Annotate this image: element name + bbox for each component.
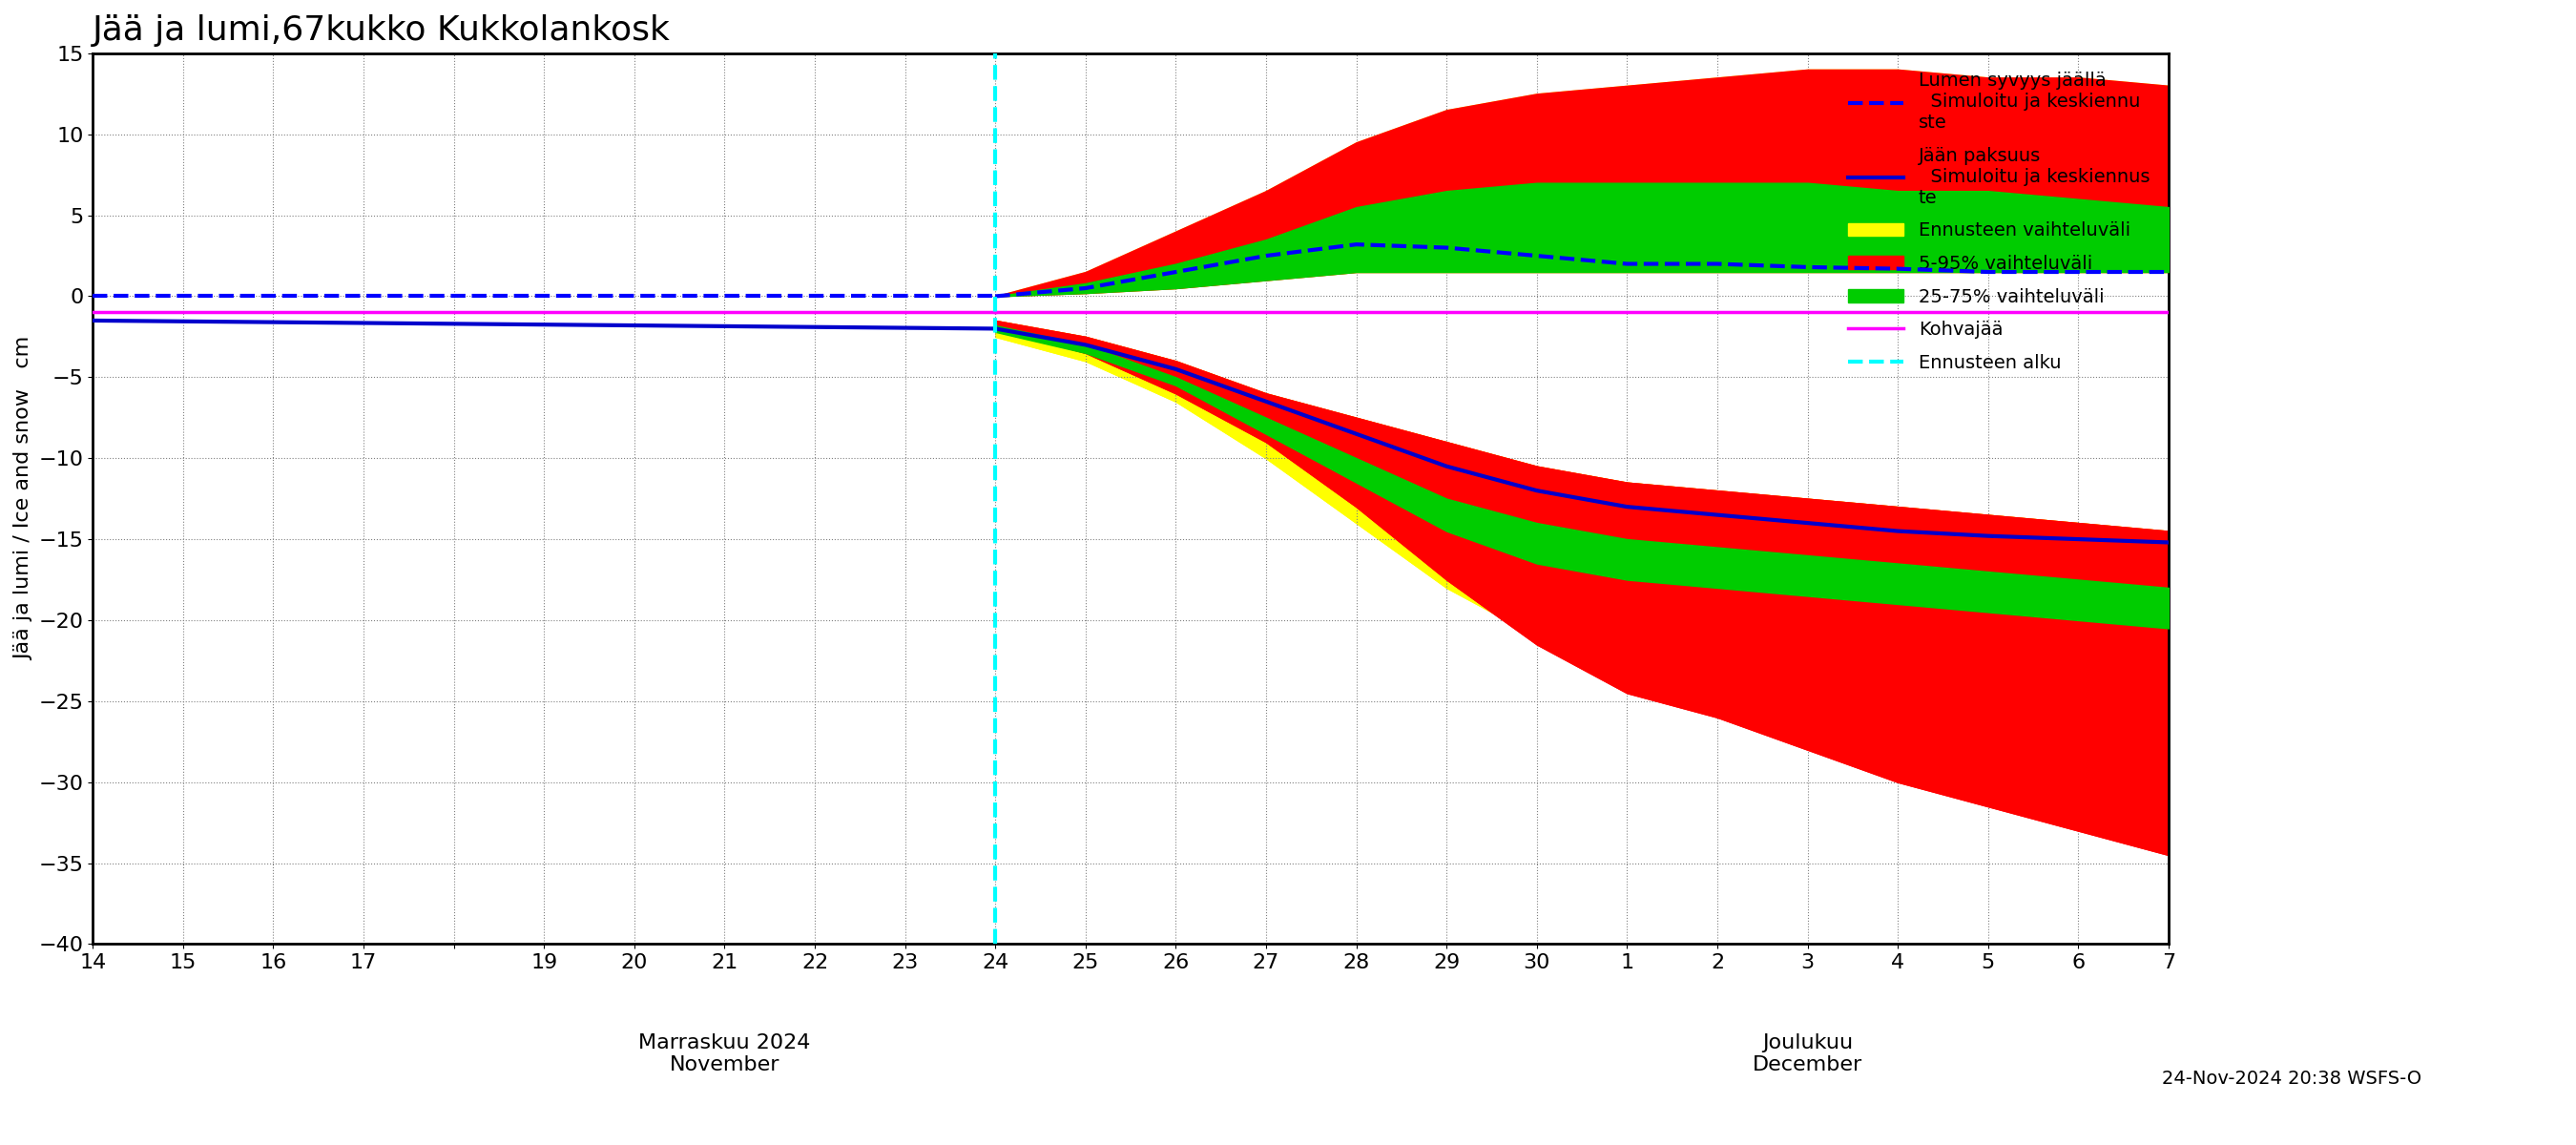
Text: Jää ja lumi,67kukko Kukkolankosk: Jää ja lumi,67kukko Kukkolankosk <box>93 14 670 47</box>
Text: 24-Nov-2024 20:38 WSFS-O: 24-Nov-2024 20:38 WSFS-O <box>2161 1069 2421 1088</box>
Text: Joulukuu
December: Joulukuu December <box>1752 1033 1862 1074</box>
Text: Marraskuu 2024
November: Marraskuu 2024 November <box>639 1033 811 1074</box>
Legend: Lumen syvyys jäällä
  Simuloitu ja keskiennu
ste, Jään paksuus
  Simuloitu ja ke: Lumen syvyys jäällä Simuloitu ja keskien… <box>1839 63 2159 381</box>
Y-axis label: Jää ja lumi / Ice and snow   cm: Jää ja lumi / Ice and snow cm <box>15 337 33 661</box>
